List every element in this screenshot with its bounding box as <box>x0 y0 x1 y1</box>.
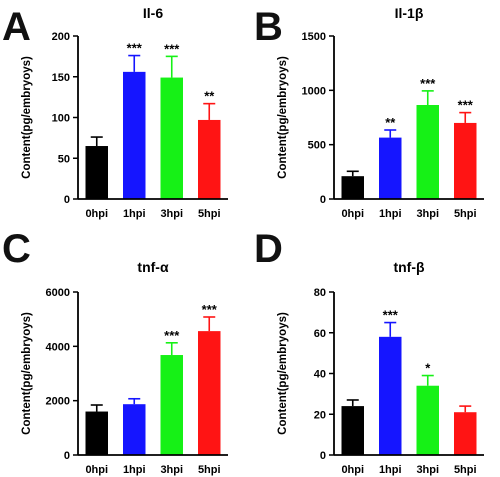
y-axis-label: Content(pg/embryoys) <box>21 56 33 179</box>
y-axis-label: Content(pg/embryoys) <box>277 56 289 179</box>
x-tick-label: 1hpi <box>123 464 146 476</box>
x-tick-label: 1hpi <box>379 464 402 476</box>
x-tick-label: 1hpi <box>379 208 402 220</box>
x-tick-label: 3hpi <box>416 464 439 476</box>
significance-marker: *** <box>164 328 180 343</box>
panel-a: A Il-6 Content(pg/embryoys) 0hpi *** 1hpi *** 3… <box>2 5 228 220</box>
y-tick-label: 0 <box>64 194 70 206</box>
panel-letter: B <box>254 5 283 49</box>
bar-0hpi <box>85 146 108 199</box>
y-tick-label: 1500 <box>302 31 326 43</box>
panel-b: B Il-1β Content(pg/embryoys) 0hpi ** 1hpi *** 3… <box>254 5 484 220</box>
y-tick-label: 100 <box>52 113 70 125</box>
x-tick-label: 3hpi <box>416 208 439 220</box>
significance-marker: *** <box>458 98 474 113</box>
x-tick-label: 5hpi <box>198 464 221 476</box>
y-tick-label: 20 <box>314 409 326 421</box>
panel-letter: C <box>2 227 31 271</box>
y-tick-label: 40 <box>314 369 326 381</box>
bar-0hpi <box>341 406 364 455</box>
y-tick-label: 0 <box>320 450 326 462</box>
x-tick-label: 0hpi <box>341 464 364 476</box>
bar-5hpi <box>198 119 221 199</box>
bar-5hpi <box>198 331 221 455</box>
x-tick-label: 1hpi <box>123 208 146 220</box>
y-tick-label: 1000 <box>302 85 326 97</box>
x-tick-label: 3hpi <box>160 464 183 476</box>
y-tick-label: 80 <box>314 287 326 299</box>
bar-0hpi <box>85 411 108 455</box>
y-axis-label: Content(pg/embryoys) <box>277 312 289 435</box>
significance-marker: *** <box>127 41 143 56</box>
y-tick-label: 0 <box>64 450 70 462</box>
x-tick-label: 0hpi <box>85 464 108 476</box>
significance-marker: ** <box>204 89 215 104</box>
y-tick-label: 2000 <box>46 396 70 408</box>
x-tick-label: 0hpi <box>85 208 108 220</box>
y-tick-label: 200 <box>52 31 70 43</box>
y-tick-label: 4000 <box>46 341 70 353</box>
y-tick-label: 6000 <box>46 287 70 299</box>
significance-marker: ** <box>385 115 396 130</box>
bar-3hpi <box>160 355 183 455</box>
chart-title: Il-1β <box>395 5 424 21</box>
chart-title: tnf-β <box>393 259 425 275</box>
panel-letter: D <box>254 227 283 271</box>
x-tick-label: 5hpi <box>454 464 477 476</box>
significance-marker: * <box>425 361 431 376</box>
bar-1hpi <box>379 137 402 199</box>
significance-marker: *** <box>202 302 218 317</box>
y-tick-label: 150 <box>52 72 70 84</box>
bar-3hpi <box>160 77 183 199</box>
chart-title: Il-6 <box>143 5 163 21</box>
y-tick-label: 0 <box>320 194 326 206</box>
x-tick-label: 5hpi <box>198 208 221 220</box>
y-axis-label: Content(pg/embryoys) <box>21 312 33 435</box>
panel-letter: A <box>2 5 31 49</box>
y-tick-label: 500 <box>308 140 326 152</box>
y-tick-label: 60 <box>314 328 326 340</box>
bar-1hpi <box>123 404 146 455</box>
significance-marker: *** <box>420 76 436 91</box>
bar-3hpi <box>416 105 439 199</box>
significance-marker: *** <box>383 308 399 323</box>
bar-1hpi <box>379 336 402 455</box>
significance-marker: *** <box>164 41 180 56</box>
bar-1hpi <box>123 71 146 199</box>
chart-title: tnf-α <box>137 259 169 275</box>
bar-3hpi <box>416 385 439 455</box>
x-tick-label: 0hpi <box>341 208 364 220</box>
bar-0hpi <box>341 176 364 199</box>
x-tick-label: 3hpi <box>160 208 183 220</box>
y-tick-label: 50 <box>58 153 70 165</box>
bar-5hpi <box>454 412 477 455</box>
x-tick-label: 5hpi <box>454 208 477 220</box>
bar-5hpi <box>454 122 477 199</box>
